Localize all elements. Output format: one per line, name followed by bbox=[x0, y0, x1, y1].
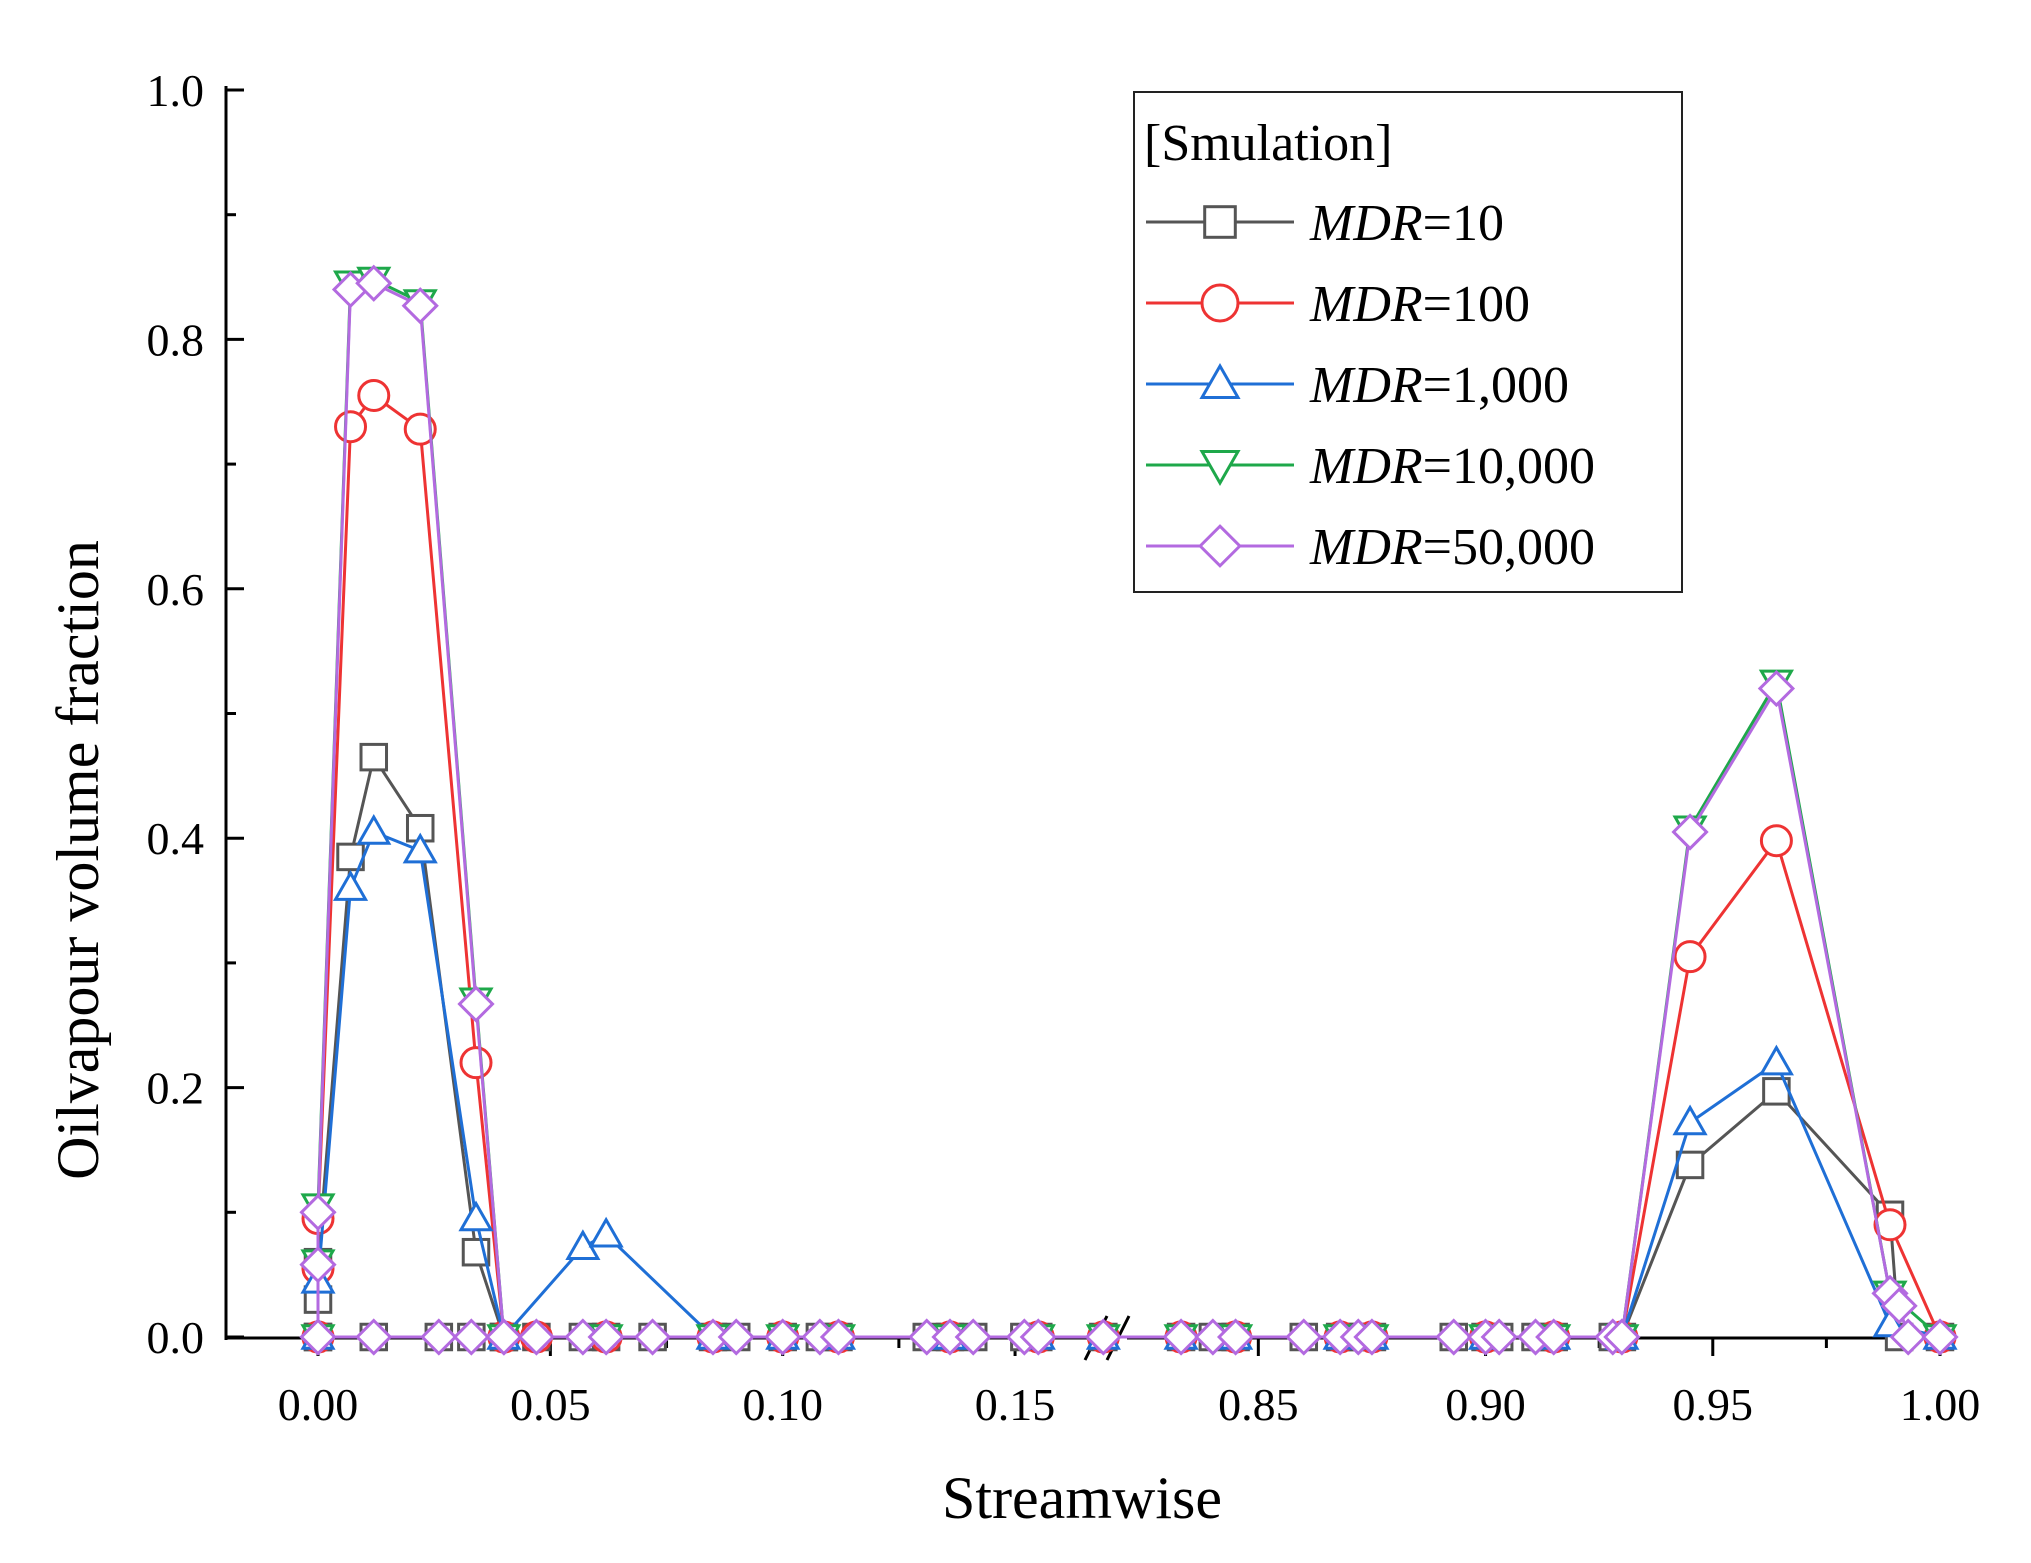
data-point bbox=[1921, 1318, 1959, 1356]
data-point bbox=[332, 870, 369, 901]
data-point bbox=[717, 1318, 755, 1356]
data-point bbox=[299, 1193, 337, 1231]
data-point bbox=[1759, 824, 1793, 858]
data-point bbox=[954, 1318, 992, 1356]
series-5 bbox=[299, 264, 1959, 1356]
series-line bbox=[316, 394, 1942, 1339]
x-tick-label: 0.15 bbox=[975, 1379, 1056, 1430]
legend-title: [Smulation] bbox=[1144, 115, 1392, 172]
y-axis-title: Oilvapour volume fraction bbox=[45, 540, 111, 1180]
legend-item: MDR=1,000 bbox=[1146, 357, 1569, 414]
data-point bbox=[1084, 1318, 1122, 1356]
data-point bbox=[299, 1246, 337, 1284]
data-point bbox=[1675, 1150, 1705, 1180]
data-point bbox=[633, 1318, 672, 1356]
data-point bbox=[401, 287, 439, 325]
data-point bbox=[1435, 1318, 1473, 1356]
series-line bbox=[316, 830, 1941, 1339]
data-point bbox=[1880, 1287, 1918, 1325]
y-tick-label: 0.6 bbox=[147, 564, 205, 615]
legend-marker bbox=[1200, 283, 1240, 323]
x-tick-label: 0.10 bbox=[742, 1379, 823, 1430]
y-tick-label: 0.2 bbox=[147, 1063, 205, 1114]
x-tick-label: 0.85 bbox=[1218, 1379, 1299, 1430]
data-point bbox=[1535, 1318, 1573, 1356]
data-point bbox=[1671, 813, 1709, 851]
data-point bbox=[1162, 1318, 1200, 1356]
legend-label: MDR=100 bbox=[1309, 276, 1530, 333]
data-point bbox=[1353, 1318, 1391, 1356]
data-point bbox=[819, 1318, 858, 1356]
legend-item: MDR=10,000 bbox=[1146, 438, 1595, 495]
data-point bbox=[457, 985, 495, 1023]
y-tick-label: 0.4 bbox=[147, 813, 205, 864]
y-tick-label: 1.0 bbox=[147, 65, 205, 116]
data-point bbox=[402, 832, 438, 864]
legend-label: MDR=50,000 bbox=[1309, 519, 1595, 576]
legend-marker bbox=[1199, 362, 1241, 399]
data-point bbox=[1757, 669, 1796, 708]
legend-item: MDR=50,000 bbox=[1146, 519, 1595, 576]
data-point bbox=[517, 1318, 556, 1356]
series-layer bbox=[299, 264, 1959, 1356]
series-3 bbox=[300, 813, 1958, 1350]
x-tick-label: 0.00 bbox=[278, 1379, 359, 1430]
data-point bbox=[357, 379, 391, 413]
data-point bbox=[1480, 1318, 1518, 1356]
series-2 bbox=[301, 379, 1957, 1354]
series-1 bbox=[303, 742, 1955, 1352]
y-tick-label: 0.0 bbox=[147, 1312, 205, 1363]
data-point bbox=[1672, 1104, 1708, 1136]
data-point bbox=[355, 1318, 393, 1356]
data-point bbox=[1603, 1318, 1641, 1356]
series-4 bbox=[300, 266, 1958, 1356]
legend-label: MDR=1,000 bbox=[1309, 357, 1569, 414]
series-line bbox=[316, 755, 1940, 1339]
data-point bbox=[587, 1318, 625, 1356]
legend-label: MDR=10 bbox=[1309, 195, 1504, 252]
legend-item: MDR=100 bbox=[1146, 276, 1530, 333]
data-point bbox=[403, 412, 437, 446]
x-tick-label: 0.90 bbox=[1445, 1379, 1526, 1430]
tick-labels: 0.0 0.2 0.4 0.6 0.8 1.0 0.00 0.05 0.10 0.15 0.85 0.… bbox=[147, 65, 1981, 1430]
data-point bbox=[1285, 1318, 1323, 1356]
data-point bbox=[1758, 1044, 1794, 1076]
x-tick-label: 1.00 bbox=[1900, 1379, 1981, 1430]
data-point bbox=[1889, 1318, 1927, 1356]
legend-marker bbox=[1198, 524, 1242, 568]
data-point bbox=[334, 410, 368, 444]
data-point bbox=[1673, 940, 1707, 974]
legend-item: MDR=10 bbox=[1146, 195, 1504, 252]
data-point bbox=[459, 1046, 493, 1080]
data-point bbox=[588, 1216, 624, 1248]
data-point bbox=[355, 264, 393, 302]
data-point bbox=[356, 813, 392, 845]
x-tick-label: 0.05 bbox=[510, 1379, 591, 1430]
x-tick-label: 0.95 bbox=[1673, 1379, 1754, 1430]
data-point bbox=[1873, 1208, 1907, 1242]
data-point bbox=[764, 1318, 802, 1356]
legend-marker bbox=[1203, 205, 1237, 239]
data-point bbox=[458, 1200, 494, 1232]
data-point bbox=[452, 1318, 490, 1356]
data-point bbox=[485, 1318, 523, 1356]
data-point bbox=[359, 742, 389, 772]
legend: [Smulation] MDR=10 MDR=100 MDR=1,000 MDR=10… bbox=[1133, 91, 1683, 593]
data-point bbox=[1019, 1318, 1057, 1356]
legend-frame bbox=[1133, 91, 1683, 593]
y-tick-label: 0.8 bbox=[147, 314, 205, 365]
x-axis-title: Streamwise bbox=[942, 1465, 1222, 1531]
data-point bbox=[1216, 1318, 1255, 1356]
legend-label: MDR=10,000 bbox=[1309, 438, 1595, 495]
legend-marker bbox=[1199, 450, 1241, 487]
data-point bbox=[420, 1318, 458, 1356]
data-point bbox=[299, 1318, 337, 1356]
